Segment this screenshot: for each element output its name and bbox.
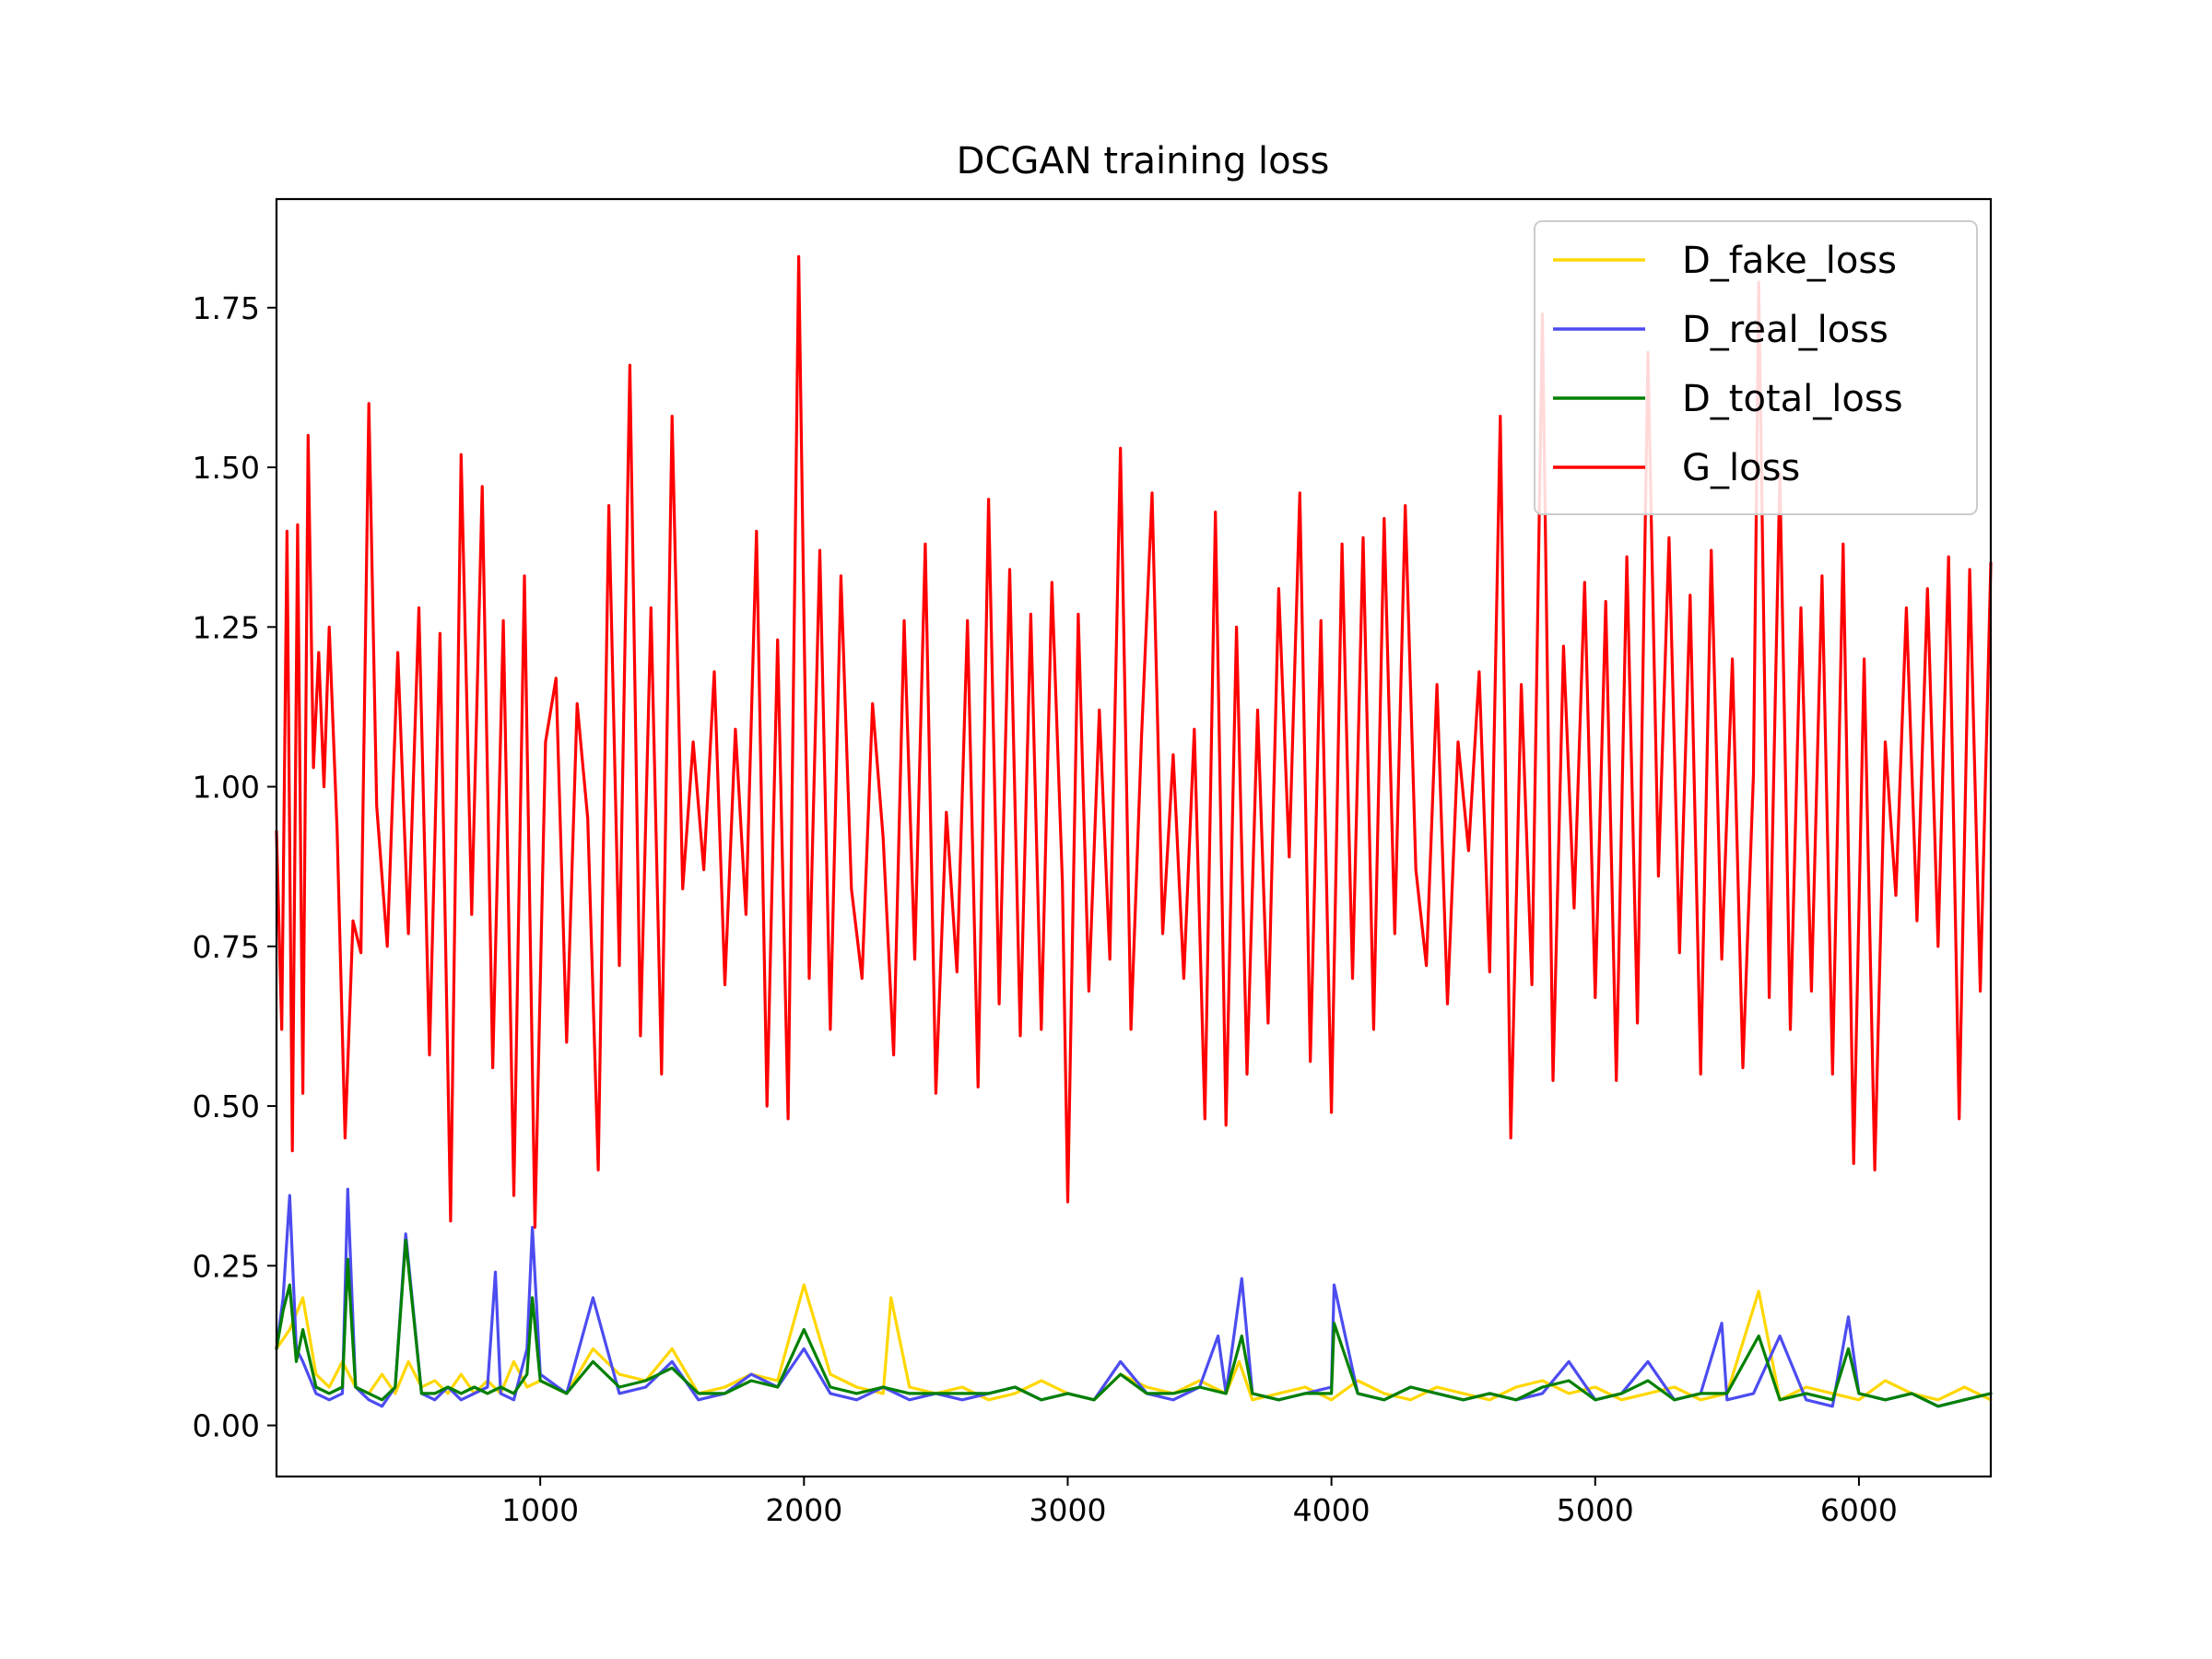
legend-label: D_fake_loss [1682,240,1897,282]
y-tick-label: 1.50 [193,450,260,486]
legend-label: D_total_loss [1682,378,1903,420]
series-line-d-total-loss [275,1238,1993,1408]
legend: D_fake_loss D_real_loss D_total_loss G_loss [1534,220,1978,515]
series-line-g-loss [275,254,1993,1230]
y-tick-label: 1.25 [193,609,260,645]
legend-label: D_real_loss [1682,309,1888,351]
legend-box [1534,220,1978,515]
series-layer [275,254,1993,1408]
y-tick-label: 0.75 [193,929,260,965]
y-axis: 0.00 0.25 0.50 0.75 1.00 1.25 1.50 1.75 [193,290,276,1444]
plot-frame [275,197,1993,1478]
legend-label: G_loss [1682,447,1800,489]
x-tick-label: 4000 [1293,1492,1371,1528]
chart-title: DCGAN training loss [957,140,1330,182]
y-tick-label: 0.50 [193,1088,260,1124]
x-tick-label: 3000 [1029,1492,1106,1528]
y-tick-label: 0.25 [193,1248,260,1284]
series-line-d-fake-loss [275,1283,1993,1402]
x-tick-label: 6000 [1820,1492,1898,1528]
y-tick-label: 1.75 [193,290,260,326]
y-tick-label: 1.00 [193,770,260,806]
x-axis: 1000 2000 3000 4000 5000 6000 [501,1477,1898,1528]
x-tick-label: 2000 [765,1492,842,1528]
x-tick-label: 5000 [1557,1492,1634,1528]
y-tick-label: 0.00 [193,1408,260,1444]
x-tick-label: 1000 [501,1492,579,1528]
